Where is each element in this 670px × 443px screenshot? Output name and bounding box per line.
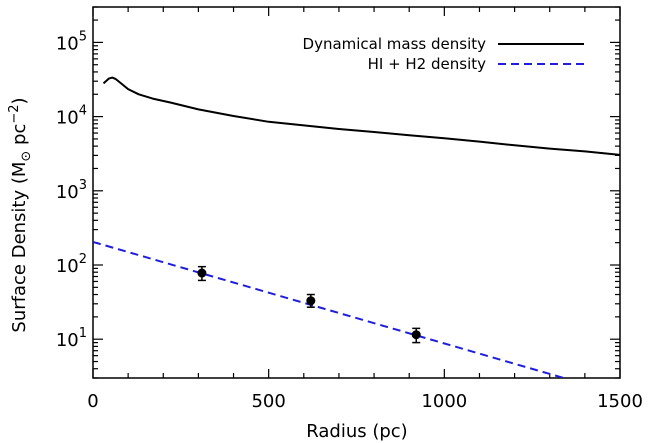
- y-tick-label: 102: [56, 252, 87, 277]
- x-tick-label: 1500: [597, 391, 643, 412]
- x-tick-label: 500: [251, 391, 285, 412]
- legend: Dynamical mass density HI + H2 density: [303, 35, 584, 73]
- y-axis-title-close: ): [9, 97, 30, 104]
- y-tick-label: 104: [56, 104, 87, 129]
- y-tick-labels: 101 102 103 104 105: [56, 29, 87, 351]
- y-axis-title: Surface Density (M⊙ pc−2): [7, 97, 34, 332]
- legend-label-dynamical: Dynamical mass density: [303, 35, 487, 53]
- x-ticks: [92, 7, 621, 378]
- plot-frame: [92, 6, 621, 379]
- y-ticks: [93, 6, 620, 379]
- legend-label-hi-h2: HI + H2 density: [368, 55, 487, 73]
- y-axis-title-exp: −2: [7, 104, 22, 123]
- y-axis-title-unit: pc: [9, 124, 30, 151]
- y-tick-label: 103: [56, 178, 87, 203]
- series-line-dynamical: [102, 76, 620, 156]
- y-axis-title-sun: ⊙: [19, 151, 34, 162]
- series-line-hi-h2: [93, 240, 565, 378]
- x-tick-labels: 0 500 1000 1500: [87, 391, 643, 412]
- data-point: [411, 330, 421, 340]
- x-axis-title: Radius (pc): [306, 421, 407, 442]
- x-tick-label: 1000: [421, 391, 467, 412]
- y-tick-label: 105: [56, 29, 87, 54]
- series-layer: [93, 76, 620, 378]
- data-point: [197, 268, 207, 278]
- data-point: [306, 296, 316, 306]
- x-tick-label: 0: [87, 391, 98, 412]
- plot-area: [92, 6, 621, 379]
- y-axis-title-main: Surface Density (M: [9, 162, 30, 333]
- y-tick-label: 101: [56, 326, 87, 351]
